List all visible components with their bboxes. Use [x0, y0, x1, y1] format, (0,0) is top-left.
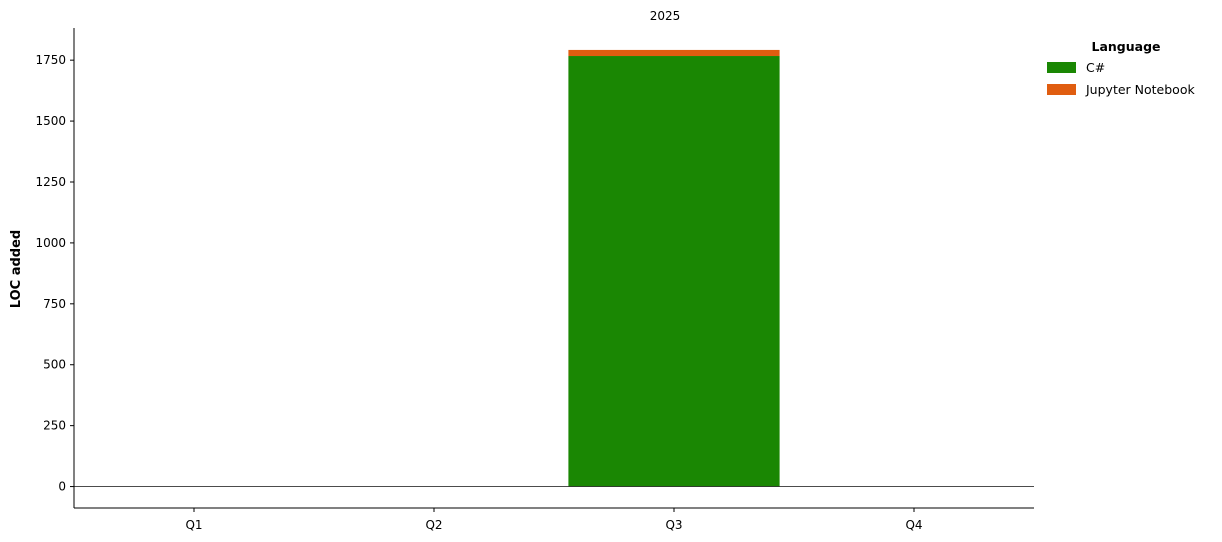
y-tick-label: 0: [58, 480, 66, 494]
legend-label: Jupyter Notebook: [1085, 82, 1195, 97]
legend-title: Language: [1091, 39, 1160, 54]
legend-swatch: [1047, 84, 1076, 95]
bar-jupyter-notebook-q3: [568, 49, 780, 57]
plot-area: 0 250 500 750 1000 1250 1500 1750 Q1 Q2 Q3 Q4: [35, 28, 1034, 532]
legend-label: C#: [1086, 60, 1105, 75]
x-tick-label: Q3: [665, 518, 682, 532]
y-tick-label: 750: [43, 297, 66, 311]
y-tick-label: 1750: [35, 53, 66, 67]
y-tick-label: 500: [43, 358, 66, 372]
y-tick-label: 250: [43, 419, 66, 433]
x-tick-label: Q1: [185, 518, 202, 532]
x-tick-label: Q4: [905, 518, 922, 532]
legend-swatch: [1047, 62, 1076, 73]
y-tick-label: 1500: [35, 114, 66, 128]
x-tick-label: Q2: [425, 518, 442, 532]
chart-title: 2025: [650, 9, 681, 23]
legend: Language C# Jupyter Notebook: [1047, 39, 1195, 97]
bar-c--q3: [568, 56, 780, 487]
y-axis-label: LOC added: [9, 230, 24, 308]
y-tick-label: 1000: [35, 236, 66, 250]
y-tick-label: 1250: [35, 175, 66, 189]
